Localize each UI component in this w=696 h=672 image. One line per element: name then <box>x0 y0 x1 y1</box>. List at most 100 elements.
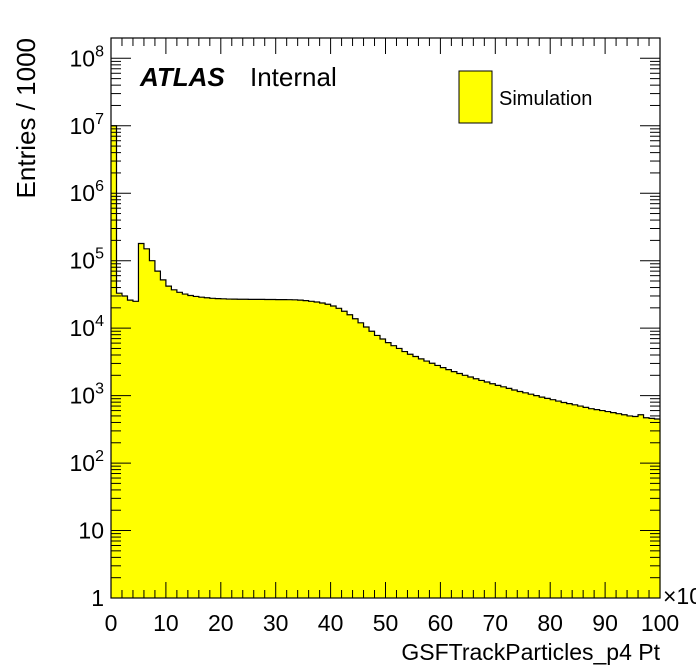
histogram-bin <box>358 322 365 598</box>
x-axis-multiplier: ×10³ <box>663 583 696 609</box>
y-tick-label: 1 <box>91 585 104 611</box>
histogram-bin <box>539 397 546 598</box>
histogram-bin <box>121 295 129 598</box>
histogram-bin <box>281 299 288 598</box>
histogram-bin <box>226 299 233 598</box>
x-tick-label: 40 <box>318 610 344 636</box>
histogram-bin <box>577 406 584 598</box>
histogram-bin <box>193 296 200 598</box>
histogram-bin <box>572 404 579 598</box>
histogram-bin <box>440 367 447 598</box>
histogram-bin <box>506 388 513 598</box>
histogram-bin <box>429 363 436 598</box>
histogram-bin <box>264 299 271 598</box>
histogram-bin <box>621 414 628 598</box>
x-tick-label: 30 <box>263 610 289 636</box>
legend-swatch <box>458 70 493 124</box>
y-tick-label: 103 <box>70 381 105 409</box>
x-tick-label: 70 <box>483 610 509 636</box>
plot-frame <box>110 37 661 599</box>
histogram-bin <box>319 302 326 598</box>
histogram-bin <box>380 339 387 598</box>
histogram-bin <box>237 299 244 598</box>
histogram-bin <box>160 279 167 598</box>
histogram-bin <box>561 402 568 598</box>
histogram-bin <box>418 358 425 598</box>
y-tick-label: 108 <box>70 43 105 71</box>
y-tick-label: 102 <box>70 448 105 476</box>
histogram-bin <box>451 371 458 598</box>
histogram-bin <box>489 383 496 598</box>
histogram-bin <box>385 342 392 598</box>
histogram-bin <box>143 248 151 598</box>
x-tick-label: 0 <box>105 610 118 636</box>
histogram-bars <box>111 125 661 599</box>
histogram-bin <box>303 300 310 598</box>
histogram-bin <box>127 300 134 598</box>
histogram-bin <box>154 271 162 598</box>
histogram-bin <box>649 418 656 598</box>
histogram-bin <box>544 398 551 598</box>
histogram-bin <box>462 375 469 598</box>
histogram-bin <box>286 299 293 598</box>
histogram-bin <box>182 294 189 598</box>
histogram-bin <box>643 417 650 598</box>
histogram-bin <box>517 391 524 598</box>
histogram-bin <box>588 408 595 598</box>
histogram-bin <box>248 299 255 598</box>
histogram-bin <box>627 415 634 598</box>
x-tick-label: 80 <box>537 610 563 636</box>
histogram-bin <box>478 380 485 598</box>
x-tick-label: 100 <box>641 610 679 636</box>
y-tick-label: 105 <box>70 246 105 274</box>
histogram-bin <box>325 304 332 598</box>
x-axis-title: GSFTrackParticles_p4 Pt <box>401 639 660 665</box>
atlas-sublabel: Internal <box>250 62 337 92</box>
histogram-bin <box>594 409 601 598</box>
histogram-bin <box>632 416 639 598</box>
histogram-bin <box>352 318 359 598</box>
histogram-bin <box>242 299 249 598</box>
histogram-outline <box>111 125 660 420</box>
histogram-bin <box>434 365 441 598</box>
histogram-bin <box>347 314 354 598</box>
x-tick-label: 90 <box>592 610 618 636</box>
histogram-bin <box>610 412 617 598</box>
histogram-bin <box>314 302 321 598</box>
histogram-bin <box>187 295 194 598</box>
histogram-bin <box>566 403 573 598</box>
axis-ticks <box>110 37 661 599</box>
histogram-bin <box>599 410 606 598</box>
histogram-bin <box>297 300 304 598</box>
y-tick-label: 104 <box>70 313 105 341</box>
legend-entry-simulation: Simulation <box>499 88 592 110</box>
y-tick-labels: 1 10 102 103 104 105 106 107 108 <box>70 43 105 611</box>
x-tick-label: 10 <box>153 610 179 636</box>
histogram-bin <box>533 395 540 598</box>
histogram-bin <box>209 298 216 598</box>
histogram-bin <box>396 348 403 598</box>
y-axis-title: Entries / 1000 <box>11 38 41 198</box>
histogram-bin <box>336 308 343 598</box>
histogram-bin <box>292 299 299 598</box>
histogram-bin <box>401 351 409 598</box>
histogram-bin <box>132 301 140 598</box>
histogram-bin <box>550 399 557 598</box>
atlas-label: ATLAS <box>139 62 225 92</box>
histogram-bin <box>341 311 348 598</box>
histogram-bin <box>259 299 266 598</box>
histogram-bin <box>473 378 480 598</box>
histogram-bin <box>500 386 507 598</box>
x-tick-label: 60 <box>428 610 454 636</box>
histogram-bin <box>511 390 518 598</box>
histogram-bin <box>149 260 156 598</box>
histogram-bin <box>165 286 172 598</box>
histogram-bin <box>605 411 612 598</box>
x-tick-label: 20 <box>208 610 234 636</box>
histogram-bin <box>412 356 420 598</box>
histogram-bin <box>495 385 502 598</box>
histogram-bin <box>407 354 414 598</box>
histogram-bin <box>231 299 238 598</box>
histogram-bin <box>654 419 661 598</box>
